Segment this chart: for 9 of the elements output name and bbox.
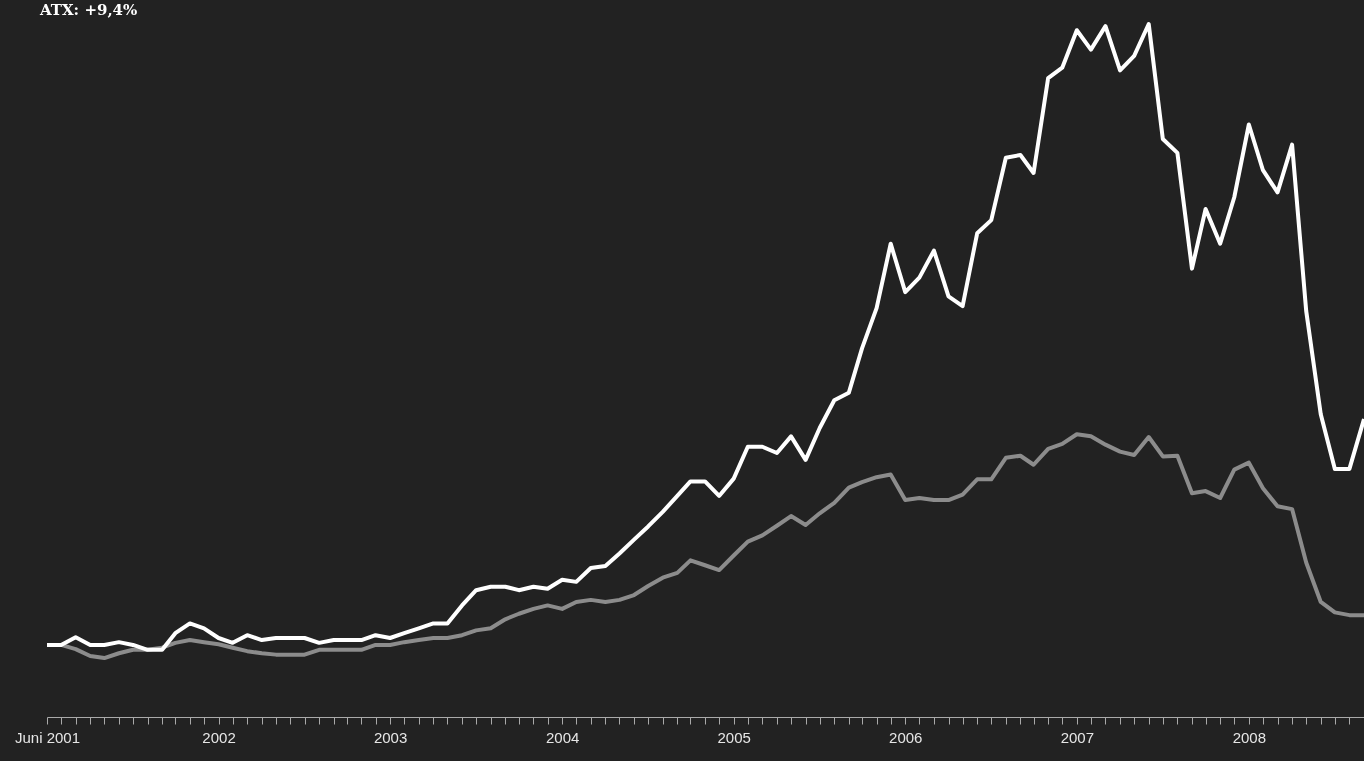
x-tick-label: 2008 [1232, 728, 1267, 746]
x-tick-label: 2005 [717, 728, 751, 746]
x-tick-label: Juni 2001 [14, 728, 81, 746]
x-tick-label: 2006 [889, 728, 923, 746]
x-tick-label: 2007 [1060, 728, 1094, 746]
x-tick-label: 2003 [373, 728, 408, 746]
x-tick-label: 2002 [202, 728, 236, 746]
chart-title: ATX: +9,4% [39, 1, 138, 19]
x-tick-label: 2004 [545, 728, 580, 746]
